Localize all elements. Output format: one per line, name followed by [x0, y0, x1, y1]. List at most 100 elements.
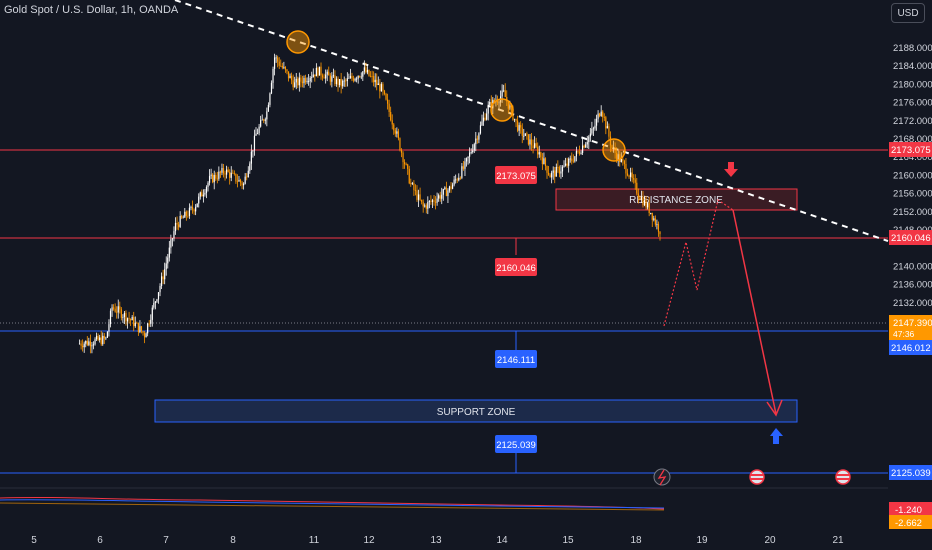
candle-body	[179, 215, 181, 227]
candle-body	[236, 181, 239, 183]
candle-body	[549, 174, 551, 178]
candle-body	[83, 343, 85, 348]
candle-body	[657, 224, 660, 232]
candle-body	[298, 77, 300, 86]
candle-body	[321, 75, 324, 78]
candle-body	[99, 337, 101, 340]
candle-body	[291, 75, 293, 81]
price-axis[interactable]: 2188.000 2184.000 2180.000 2176.000 2172.000…	[893, 43, 932, 345]
candle-body	[272, 68, 274, 83]
candle-body	[496, 101, 499, 103]
candle-body	[515, 118, 517, 121]
candle-body	[230, 172, 232, 178]
arrow-head-icon	[766, 399, 783, 417]
candle-body	[218, 171, 220, 179]
candle-body	[597, 113, 599, 119]
current-price-tag	[889, 315, 932, 340]
time-tick-label: 18	[630, 535, 642, 546]
candle-body	[571, 158, 573, 161]
currency-button[interactable]: USD	[891, 3, 925, 23]
candle-body	[196, 203, 198, 208]
us-flag-event-icon[interactable]	[749, 469, 765, 485]
candle-body	[233, 172, 235, 174]
candle-body	[151, 307, 153, 320]
candle-body	[475, 138, 477, 145]
candle-body	[142, 331, 144, 334]
current-price-countdown: 47:36	[893, 329, 915, 339]
candle-body	[506, 97, 508, 102]
candle-body	[120, 309, 122, 318]
candle-body	[388, 103, 390, 112]
time-tick-label: 11	[309, 535, 320, 546]
candle-body	[444, 187, 446, 190]
candle-body	[433, 200, 435, 202]
us-flag-event-icon[interactable]	[835, 469, 851, 485]
candle-body	[320, 66, 322, 76]
candle-body	[263, 119, 265, 121]
candle-body	[382, 84, 384, 91]
candle-body	[425, 205, 427, 209]
candle-body	[328, 71, 330, 76]
candle-body	[260, 120, 262, 127]
candle-body	[343, 80, 345, 82]
projection-arrow-line[interactable]	[732, 209, 777, 415]
candle-body	[566, 163, 568, 166]
candle-body	[486, 113, 488, 120]
candle-body	[164, 269, 166, 280]
candle-body	[555, 166, 557, 177]
event-lightning-icon[interactable]	[653, 468, 671, 486]
candle-body	[331, 76, 333, 82]
candle-body	[157, 292, 160, 300]
candle-body	[447, 190, 449, 197]
candle-body	[608, 126, 610, 137]
candle-body	[329, 75, 331, 82]
candle-body	[176, 222, 178, 225]
price-tick-label: 2136.000	[893, 280, 932, 291]
candle-body	[165, 263, 167, 270]
candle-body	[393, 124, 395, 131]
candle-body	[225, 169, 228, 175]
candle-body	[284, 66, 287, 70]
candle-body	[117, 306, 119, 313]
candle-body	[143, 333, 146, 338]
candle-body	[201, 192, 203, 197]
candle-body	[105, 337, 107, 339]
candle-body	[568, 158, 570, 166]
candle-body	[554, 170, 556, 177]
candle-body	[603, 116, 605, 118]
candle-body	[394, 130, 396, 134]
descending-trendline[interactable]	[174, 0, 889, 242]
candle-body	[123, 312, 126, 318]
time-tick-label: 5	[31, 535, 37, 546]
candle-body	[88, 341, 90, 345]
price-tick-label: 2180.000	[893, 79, 932, 90]
candle-body	[642, 197, 644, 206]
candle-body	[80, 343, 82, 346]
candle-body	[606, 126, 608, 129]
candle-body	[198, 196, 200, 204]
time-axis[interactable]: 5 6 7 8 11 12 13 14 15 18 19 20 21	[31, 535, 844, 546]
time-tick-label: 13	[430, 535, 442, 546]
candle-body	[552, 170, 554, 173]
candle-body	[625, 163, 627, 174]
candle-body	[191, 206, 194, 210]
candle-body	[125, 312, 127, 322]
candle-body	[286, 69, 288, 72]
candle-body	[489, 101, 491, 105]
level-tag-2160	[495, 258, 537, 276]
candle-body	[154, 301, 156, 303]
candle-body	[397, 131, 400, 139]
candle-body	[119, 306, 121, 310]
candle-body	[445, 187, 447, 197]
candle-body	[348, 77, 350, 79]
candle-body	[404, 162, 406, 165]
candle-body	[303, 78, 305, 84]
candle-body	[651, 212, 653, 220]
candle-body	[162, 276, 164, 280]
candle-body	[247, 170, 249, 177]
projection-path-dotted[interactable]	[663, 199, 734, 327]
candle-body	[221, 168, 223, 173]
candle-body	[340, 78, 342, 87]
candle-body	[591, 128, 593, 134]
